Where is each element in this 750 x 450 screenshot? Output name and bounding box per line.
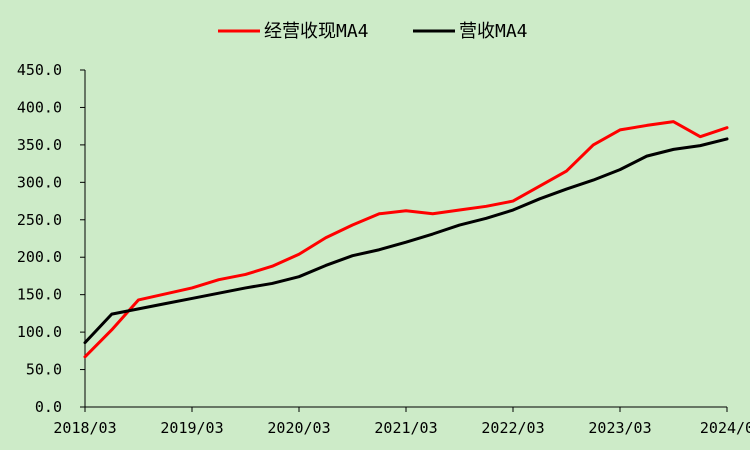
- y-tick-label: 350.0: [17, 136, 62, 154]
- plot-area: [83, 120, 729, 359]
- series-line-revenue: [83, 137, 729, 345]
- x-tick-label: 2018/03: [53, 419, 116, 437]
- x-tick-label: 2024/0: [700, 419, 750, 437]
- x-tick-label: 2023/03: [588, 419, 651, 437]
- x-tick-label: 2022/03: [481, 419, 544, 437]
- series-line-cash: [83, 120, 729, 359]
- x-tick-label: 2021/03: [374, 419, 437, 437]
- y-tick-label: 0.0: [35, 398, 62, 416]
- x-tick-label: 2020/03: [267, 419, 330, 437]
- y-tick-label: 400.0: [17, 98, 62, 116]
- y-tick-label: 100.0: [17, 323, 62, 341]
- legend-label-cash: 经营收现MA4: [264, 21, 369, 42]
- y-tick-label: 450.0: [17, 61, 62, 79]
- y-tick-label: 300.0: [17, 173, 62, 191]
- y-tick-label: 200.0: [17, 248, 62, 266]
- legend: 经营收现MA4 营收MA4: [218, 21, 528, 42]
- y-tick-label: 250.0: [17, 211, 62, 229]
- legend-label-revenue: 营收MA4: [459, 21, 528, 42]
- x-tick-label: 2019/03: [160, 419, 223, 437]
- y-tick-label: 150.0: [17, 286, 62, 304]
- axes: 0.0 50.0 100.0 150.0 200.0 250.0 300.0 350.0 400…: [17, 61, 750, 437]
- y-tick-label: 50.0: [26, 361, 62, 379]
